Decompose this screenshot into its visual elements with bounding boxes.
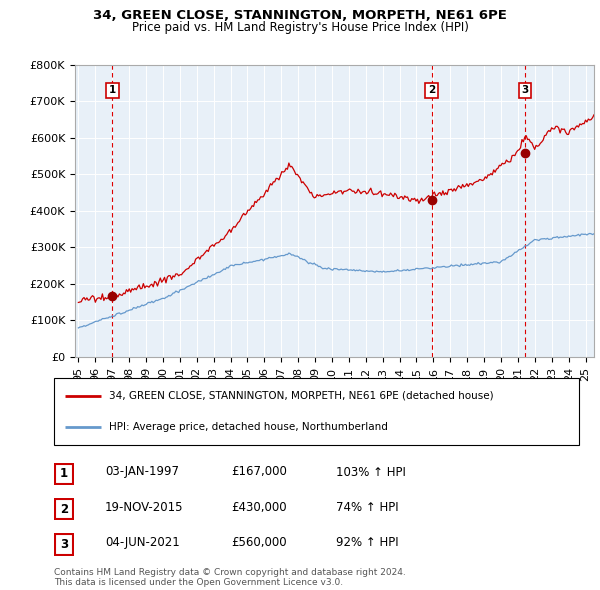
Text: £430,000: £430,000 bbox=[231, 501, 287, 514]
Text: 103% ↑ HPI: 103% ↑ HPI bbox=[336, 466, 406, 478]
Text: 92% ↑ HPI: 92% ↑ HPI bbox=[336, 536, 398, 549]
Text: Price paid vs. HM Land Registry's House Price Index (HPI): Price paid vs. HM Land Registry's House … bbox=[131, 21, 469, 34]
Text: 2: 2 bbox=[428, 86, 435, 96]
Text: £560,000: £560,000 bbox=[231, 536, 287, 549]
Text: 1: 1 bbox=[109, 86, 116, 96]
FancyBboxPatch shape bbox=[55, 535, 73, 555]
FancyBboxPatch shape bbox=[54, 378, 579, 445]
Text: 2: 2 bbox=[60, 503, 68, 516]
Text: 19-NOV-2015: 19-NOV-2015 bbox=[105, 501, 184, 514]
Text: HPI: Average price, detached house, Northumberland: HPI: Average price, detached house, Nort… bbox=[109, 422, 388, 432]
Text: 04-JUN-2021: 04-JUN-2021 bbox=[105, 536, 180, 549]
Text: 74% ↑ HPI: 74% ↑ HPI bbox=[336, 501, 398, 514]
Text: 3: 3 bbox=[60, 538, 68, 551]
FancyBboxPatch shape bbox=[55, 464, 73, 484]
Text: 3: 3 bbox=[521, 86, 529, 96]
Text: £167,000: £167,000 bbox=[231, 466, 287, 478]
Text: 1: 1 bbox=[60, 467, 68, 480]
FancyBboxPatch shape bbox=[55, 499, 73, 519]
Text: Contains HM Land Registry data © Crown copyright and database right 2024.
This d: Contains HM Land Registry data © Crown c… bbox=[54, 568, 406, 587]
Text: 34, GREEN CLOSE, STANNINGTON, MORPETH, NE61 6PE (detached house): 34, GREEN CLOSE, STANNINGTON, MORPETH, N… bbox=[109, 391, 494, 401]
Text: 03-JAN-1997: 03-JAN-1997 bbox=[105, 466, 179, 478]
Text: 34, GREEN CLOSE, STANNINGTON, MORPETH, NE61 6PE: 34, GREEN CLOSE, STANNINGTON, MORPETH, N… bbox=[93, 9, 507, 22]
